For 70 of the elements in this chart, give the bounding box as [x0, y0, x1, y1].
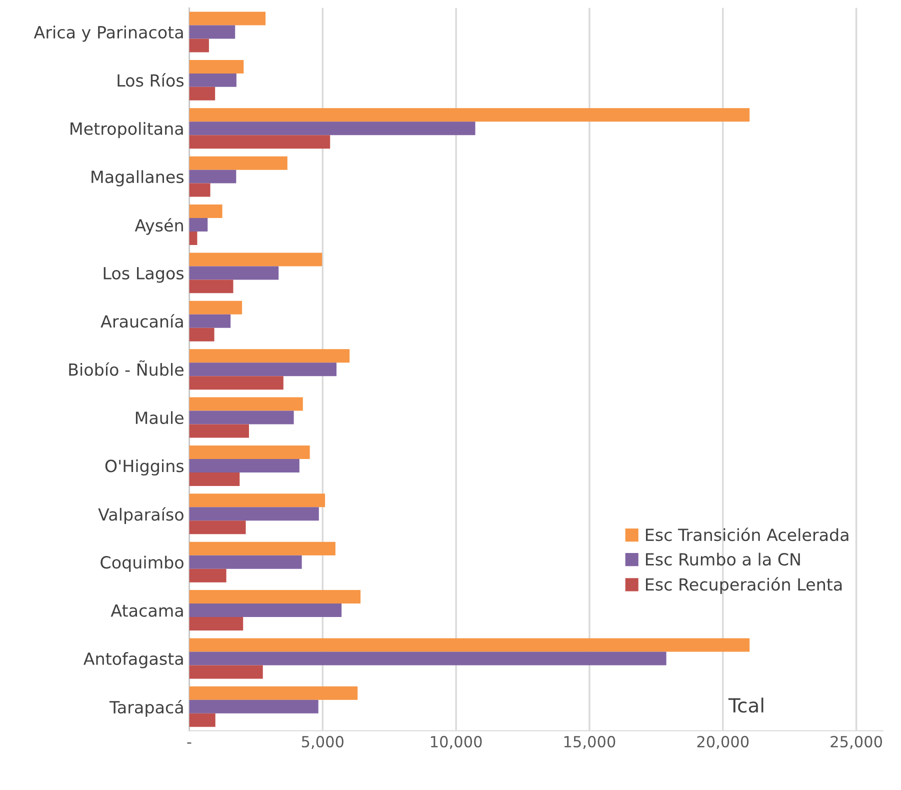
y-tick-label: Maule	[136, 411, 184, 424]
bar	[189, 445, 310, 459]
bar	[189, 25, 236, 39]
y-tick-label: Araucanía	[100, 314, 183, 328]
bar	[189, 314, 231, 328]
bar	[189, 458, 300, 472]
y-tick-label: Antofagasta	[83, 652, 183, 668]
bar	[189, 652, 666, 666]
bar	[189, 520, 246, 534]
bar	[189, 218, 208, 232]
x-tick-label: 15,000	[564, 736, 616, 749]
bar	[189, 12, 266, 26]
y-tick-label: Atacama	[110, 604, 183, 617]
y-tick-label: Aysén	[134, 218, 183, 235]
bar	[189, 38, 209, 52]
y-tick-label: Coquimbo	[100, 556, 184, 572]
bar	[189, 183, 210, 197]
bar	[189, 397, 303, 411]
bar	[189, 156, 288, 170]
y-tick-label: Valparaíso	[98, 507, 184, 524]
bar	[189, 170, 236, 184]
bar	[189, 86, 216, 100]
bar	[189, 472, 240, 486]
bar	[189, 349, 350, 363]
bar	[189, 252, 322, 266]
bar	[189, 73, 236, 87]
x-tick-label: 10,000	[430, 736, 482, 749]
bar	[189, 713, 216, 727]
x-tick-label: 5,000	[302, 736, 344, 749]
bar	[189, 507, 319, 521]
bar	[189, 638, 750, 652]
x-tick-label: 25,000	[830, 736, 882, 749]
bar	[189, 122, 476, 136]
bar	[189, 568, 226, 582]
bar	[189, 604, 342, 618]
bar	[189, 410, 294, 424]
bar	[189, 266, 279, 280]
x-axis-title: Tcal	[728, 698, 764, 713]
bar	[189, 590, 361, 604]
y-tick-label: Metropolitana	[70, 122, 183, 138]
bar	[189, 135, 330, 149]
y-tick-label: Magallanes	[92, 170, 184, 186]
bar	[189, 232, 198, 245]
bar	[189, 686, 358, 700]
bar	[189, 300, 242, 314]
y-tick-label: O'Higgins	[105, 459, 184, 476]
bar	[189, 555, 302, 569]
bar	[189, 376, 284, 390]
bar	[189, 424, 249, 438]
bar	[189, 542, 336, 556]
legend-label: Esc Transición Acelerada	[646, 528, 848, 542]
y-tick-label: Biobío - Ñuble	[69, 360, 184, 376]
legend-label: Esc Rumbo a la CN	[646, 552, 800, 566]
bar	[189, 617, 244, 631]
bar	[189, 60, 244, 74]
bar	[189, 665, 263, 679]
bar	[189, 494, 326, 508]
bar	[189, 204, 222, 218]
bar	[189, 280, 234, 294]
bar	[189, 108, 750, 122]
legend-label: Esc Recuperación Lenta	[646, 577, 842, 594]
bar	[189, 700, 318, 714]
y-tick-label: Arica y Parinacota	[34, 26, 183, 42]
bar	[189, 328, 214, 342]
bar	[189, 362, 337, 376]
y-tick-label: Los Lagos	[104, 267, 184, 283]
x-tick-label: 20,000	[697, 736, 749, 749]
x-tick-label: -	[187, 742, 192, 744]
y-tick-label: Tarapacá	[109, 700, 183, 717]
y-tick-label: Los Ríos	[118, 73, 184, 87]
